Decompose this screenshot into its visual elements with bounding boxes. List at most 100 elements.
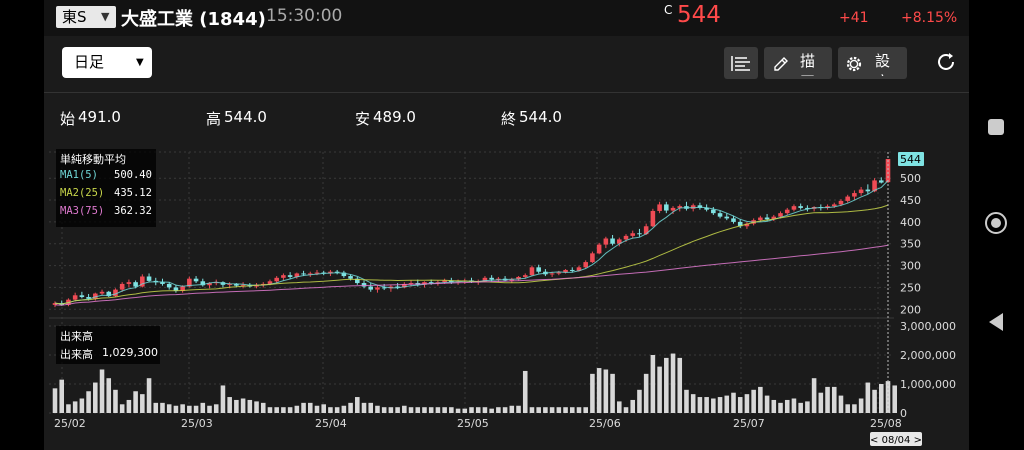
quote-time: 15:30:00 (266, 6, 343, 26)
candle (623, 235, 629, 240)
back-button[interactable] (989, 313, 1003, 331)
gear-icon (846, 56, 862, 72)
volume-bar (724, 395, 730, 413)
volume-bar (516, 405, 521, 413)
candle (52, 303, 58, 305)
volume-bar (502, 407, 508, 413)
home-dot-icon (991, 218, 1001, 228)
candle (180, 286, 185, 291)
volume-bar (166, 404, 172, 413)
volume-tick-label: 2,000,000 (900, 349, 956, 362)
volume-bar (187, 405, 192, 413)
pencil-icon (774, 57, 788, 71)
volume-bar (664, 357, 669, 413)
volume-bar (825, 386, 830, 413)
indicator-list-button[interactable] (724, 47, 758, 79)
volume-bar (133, 391, 138, 413)
draw-button[interactable]: 描画 (764, 47, 832, 79)
price-change-percent: +8.15% (901, 10, 958, 26)
volume-bar (388, 407, 394, 413)
volume-bar (422, 407, 427, 413)
candle (106, 291, 112, 297)
candle (798, 206, 803, 208)
candle (569, 269, 575, 271)
candle (334, 271, 340, 273)
volume-bar (281, 407, 286, 413)
volume-bar (831, 386, 837, 413)
volume-value: 1,029,300 (102, 346, 158, 359)
volume-bar (449, 407, 454, 413)
volume-bar (630, 399, 636, 413)
volume-bar (590, 373, 595, 413)
candle (805, 207, 810, 209)
top-bar: 東S ▼ 大盛工業 (1844) 15:30:00 C 544 +41 +8.1… (44, 0, 969, 36)
volume-bar (556, 407, 562, 413)
volume-bar (818, 392, 824, 413)
price-flag: C (664, 3, 673, 17)
candle (670, 207, 676, 211)
volume-bar (690, 394, 696, 413)
volume-bar (213, 404, 219, 413)
candle (697, 205, 703, 208)
volume-bar (395, 407, 400, 413)
candle (556, 272, 562, 274)
ma-line-1 (54, 180, 889, 305)
volume-bar (845, 404, 850, 413)
candle (442, 280, 447, 283)
date-tag-label: < 08/04 > (870, 435, 922, 446)
candle (872, 180, 877, 192)
volume-bar (637, 389, 642, 413)
volume-bar (240, 398, 246, 413)
volume-bar (200, 402, 206, 413)
ma2-label: MA2(25) (60, 187, 105, 199)
stock-chart-app: 東S ▼ 大盛工業 (1844) 15:30:00 C 544 +41 +8.1… (44, 0, 969, 450)
candle (522, 275, 528, 277)
candle (193, 278, 199, 282)
volume-bar (657, 366, 662, 413)
volume-bar (509, 405, 515, 413)
home-button[interactable] (985, 212, 1007, 234)
close-label: 終 (501, 110, 517, 128)
candle (113, 289, 118, 297)
candle (482, 277, 488, 282)
volume-bar (207, 405, 212, 413)
candle (140, 276, 145, 287)
volume-tick-label: 3,000,000 (900, 320, 956, 333)
candle (630, 233, 636, 236)
price-volume-chart[interactable]: 25/02 25/03 25/04 25/05 25/06 25/07 25/08 200 25… (44, 0, 969, 450)
candle (368, 286, 374, 290)
volume-bar (227, 397, 232, 413)
ma3-label: MA3(75) (60, 205, 105, 217)
volume-bar (428, 407, 434, 413)
candle (200, 281, 206, 286)
candle (119, 283, 125, 290)
volume-bar (623, 407, 629, 413)
volume-bar (805, 401, 810, 413)
candle (852, 193, 857, 197)
candle (717, 213, 723, 217)
draw-label: 描画 (800, 52, 822, 76)
candle (784, 209, 790, 214)
volume-bar (140, 394, 145, 413)
x-tick-label: 25/05 (457, 417, 489, 430)
chevron-down-icon[interactable]: ▼ (101, 10, 110, 23)
open-value: 491.0 (78, 108, 121, 126)
volume-bar (536, 407, 541, 413)
square-button[interactable] (988, 119, 1004, 135)
price-tick-label: 350 (900, 238, 921, 251)
volume-bar (892, 385, 898, 413)
volume-bar (549, 407, 555, 413)
settings-button[interactable]: 設定 (838, 47, 907, 79)
period-select[interactable]: 日足 (62, 47, 152, 78)
market-selector[interactable]: 東S (56, 6, 116, 28)
candle (650, 210, 656, 227)
volume-bar (348, 402, 353, 413)
refresh-icon[interactable] (934, 50, 958, 74)
candle (664, 204, 669, 211)
price-tick-label: 250 (900, 281, 921, 294)
dropdown-arrow-icon[interactable]: ▼ (136, 57, 144, 68)
candle (576, 267, 582, 271)
candle (213, 282, 219, 284)
volume-label: 出来高 (60, 348, 93, 361)
candle (737, 221, 743, 227)
